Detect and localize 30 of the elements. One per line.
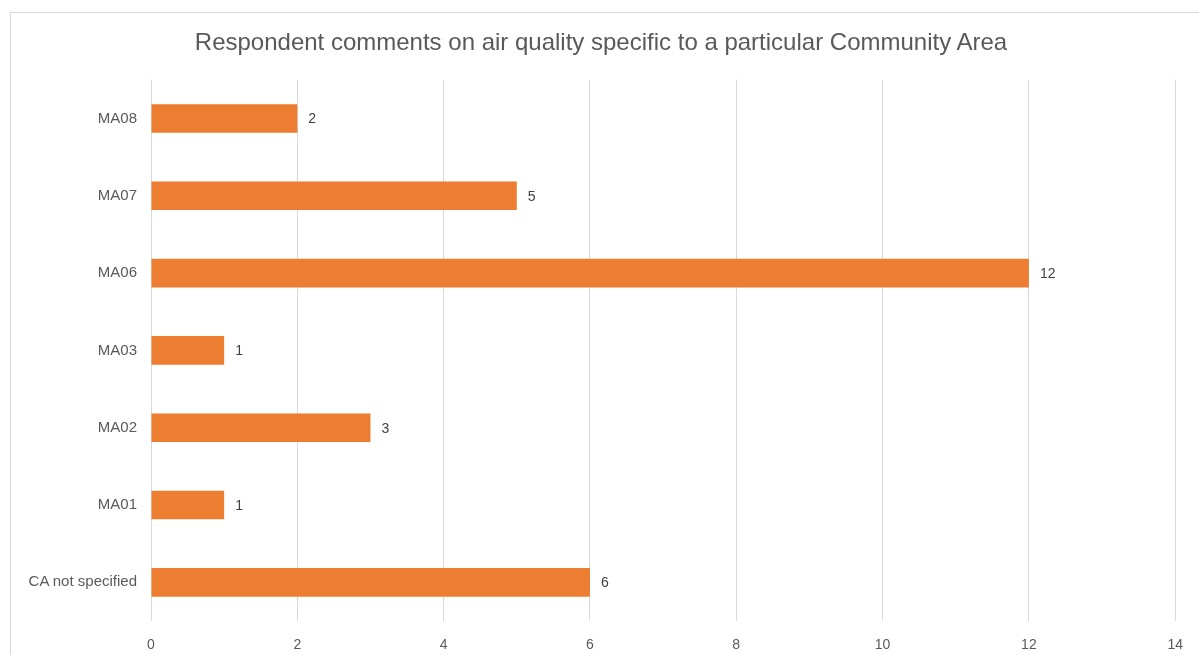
bar [151, 258, 1029, 288]
y-tick-label: MA08 [97, 108, 137, 126]
bar [151, 104, 298, 133]
data-label: 12 [1039, 264, 1056, 281]
y-tick-label: MA03 [97, 340, 137, 358]
y-tick-label: MA02 [97, 417, 137, 435]
y-tick-label: CA not specified [28, 572, 137, 590]
data-label: 1 [235, 496, 244, 513]
x-tick-label: 6 [586, 636, 595, 653]
bar [151, 336, 225, 365]
x-tick-label: 14 [1167, 636, 1184, 653]
data-label: 3 [381, 419, 390, 436]
data-label: 5 [527, 187, 536, 204]
x-tick-label: 12 [1021, 636, 1037, 653]
x-tick-label: 8 [732, 636, 741, 653]
data-label: 6 [600, 574, 609, 591]
y-tick-label: MA06 [97, 263, 137, 281]
chart-title: Respondent comments on air quality specific to a particular Community Area [194, 28, 1008, 56]
data-label: 2 [308, 110, 317, 127]
bar [151, 568, 590, 597]
bar [151, 490, 225, 520]
x-tick-label: 4 [439, 636, 448, 653]
bar [151, 181, 517, 211]
bar [151, 413, 371, 443]
y-tick-label: MA01 [97, 495, 137, 513]
x-tick-label: 2 [293, 636, 302, 653]
y-tick-label: MA07 [97, 185, 137, 203]
x-tick-label: 10 [874, 636, 891, 653]
x-tick-label: 0 [147, 636, 156, 653]
data-label: 1 [235, 342, 244, 359]
